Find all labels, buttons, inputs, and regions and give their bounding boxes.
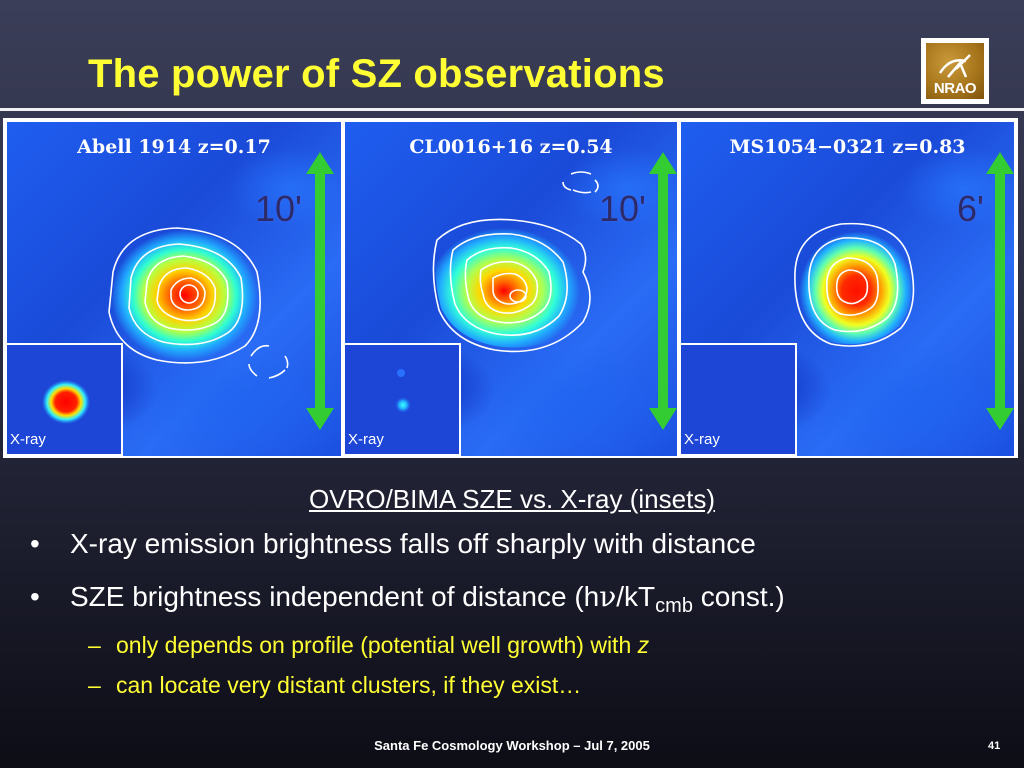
footer-text: Santa Fe Cosmology Workshop – Jul 7, 200… bbox=[374, 738, 650, 753]
inset-label: X-ray bbox=[348, 431, 384, 448]
panel-label: MS1054−0321 z=0.83 bbox=[729, 136, 966, 158]
scale-label: 10' bbox=[255, 188, 302, 229]
sub-bullet-item: – can locate very distant clusters, if th… bbox=[88, 672, 581, 699]
bullet-marker: • bbox=[30, 528, 40, 559]
panel-label: Abell 1914 z=0.17 bbox=[77, 136, 271, 158]
scale-label: 10' bbox=[599, 188, 646, 229]
scale-label: 6' bbox=[957, 188, 984, 229]
section-subtitle: OVRO/BIMA SZE vs. X-ray (insets) bbox=[309, 484, 715, 514]
xray-inset-image bbox=[395, 369, 411, 413]
bullet-marker: • bbox=[30, 581, 40, 612]
bullet-text: X-ray emission brightness falls off shar… bbox=[70, 528, 756, 559]
image-panels: Abell 1914 z=0.17 bbox=[3, 118, 1018, 458]
nrao-logo-icon: NRAO bbox=[921, 38, 989, 104]
xray-inset-image bbox=[42, 380, 90, 424]
double-arrow-icon bbox=[649, 152, 677, 430]
sz-map-image bbox=[108, 227, 289, 379]
bullet-item: • X-ray emission brightness falls off sha… bbox=[30, 528, 756, 560]
xray-inset: X-ray bbox=[681, 343, 797, 456]
panel-label: CL0016+16 z=0.54 bbox=[409, 136, 613, 158]
sub-bullet-item: – only depends on profile (potential well… bbox=[88, 632, 649, 659]
dash-marker: – bbox=[88, 632, 101, 658]
slide-title: The power of SZ observations bbox=[88, 52, 665, 96]
sz-map-image bbox=[794, 222, 915, 347]
double-arrow-icon bbox=[986, 152, 1014, 430]
z-italic: z bbox=[637, 632, 650, 658]
title-divider bbox=[0, 108, 1024, 111]
inset-label: X-ray bbox=[684, 431, 720, 448]
bullet-text-suffix: const.) bbox=[692, 581, 785, 612]
bullet-item: • SZE brightness independent of distance … bbox=[30, 580, 785, 618]
bullet-text: SZE brightness independent of distance (… bbox=[70, 581, 600, 612]
xray-inset: X-ray bbox=[7, 343, 123, 456]
bullet-text-kt: /kT bbox=[616, 581, 656, 612]
double-arrow-icon bbox=[306, 152, 334, 430]
panel-abell-1914: Abell 1914 z=0.17 bbox=[7, 122, 341, 456]
panel-cl0016: CL0016+16 z=0.54 bbox=[345, 122, 677, 456]
cmb-subscript: cmb bbox=[655, 595, 693, 617]
dash-marker: – bbox=[88, 672, 101, 698]
page-number: 41 bbox=[988, 740, 1001, 752]
sub-bullet-text: only depends on profile (potential well … bbox=[116, 632, 638, 658]
inset-label: X-ray bbox=[10, 431, 46, 448]
nu-symbol: ν bbox=[599, 580, 617, 613]
panel-ms1054: MS1054−0321 z=0.83 6 bbox=[681, 122, 1014, 456]
xray-inset: X-ray bbox=[345, 343, 461, 456]
logo-text: NRAO bbox=[933, 80, 977, 97]
sub-bullet-text: can locate very distant clusters, if the… bbox=[116, 672, 582, 698]
sz-map-image bbox=[432, 171, 599, 353]
